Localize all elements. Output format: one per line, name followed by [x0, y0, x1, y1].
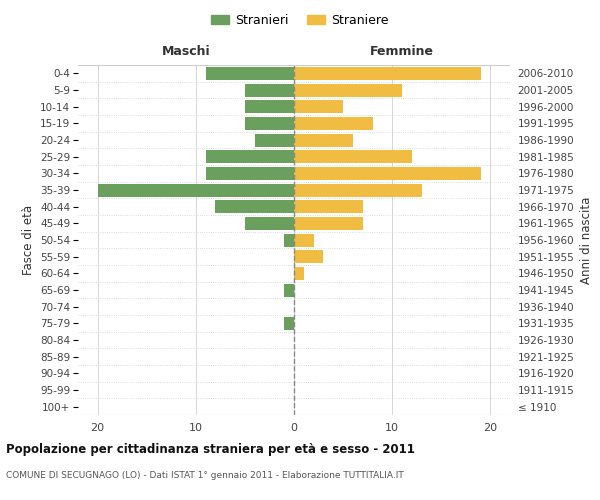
Bar [284, 317, 294, 330]
Bar [245, 84, 294, 96]
Bar [294, 134, 353, 146]
Bar [294, 267, 304, 280]
Bar [206, 150, 294, 163]
Bar [294, 84, 402, 96]
Y-axis label: Fasce di età: Fasce di età [22, 205, 35, 275]
Bar [294, 67, 481, 80]
Bar [245, 100, 294, 113]
Bar [206, 67, 294, 80]
Bar [98, 184, 294, 196]
Bar [294, 100, 343, 113]
Bar [284, 234, 294, 246]
Text: Femmine: Femmine [370, 46, 434, 59]
Bar [215, 200, 294, 213]
Text: Popolazione per cittadinanza straniera per età e sesso - 2011: Popolazione per cittadinanza straniera p… [6, 442, 415, 456]
Bar [284, 284, 294, 296]
Bar [294, 150, 412, 163]
Y-axis label: Anni di nascita: Anni di nascita [580, 196, 593, 284]
Bar [294, 250, 323, 263]
Bar [294, 234, 314, 246]
Bar [294, 117, 373, 130]
Bar [206, 167, 294, 180]
Legend: Stranieri, Straniere: Stranieri, Straniere [206, 8, 394, 32]
Bar [255, 134, 294, 146]
Bar [245, 217, 294, 230]
Bar [294, 217, 363, 230]
Bar [294, 167, 481, 180]
Text: Maschi: Maschi [161, 46, 211, 59]
Bar [245, 117, 294, 130]
Text: COMUNE DI SECUGNAGO (LO) - Dati ISTAT 1° gennaio 2011 - Elaborazione TUTTITALIA.: COMUNE DI SECUGNAGO (LO) - Dati ISTAT 1°… [6, 471, 404, 480]
Bar [294, 184, 422, 196]
Bar [294, 200, 363, 213]
